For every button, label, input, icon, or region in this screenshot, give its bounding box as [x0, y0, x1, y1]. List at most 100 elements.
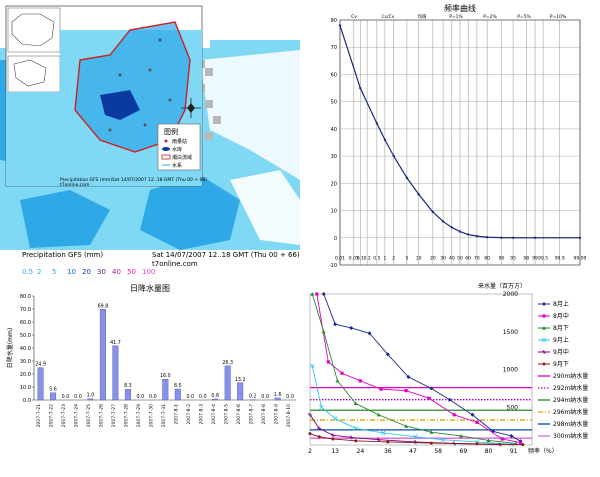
x-tick-label: 95	[510, 256, 516, 262]
bar	[274, 397, 281, 401]
inset-site: t7online.com	[60, 182, 89, 188]
bar-value-label: 0.2	[249, 394, 257, 400]
y-tick-label: 10.0	[20, 385, 31, 391]
series-marker	[447, 397, 452, 402]
x-tick-label: 2	[308, 448, 312, 455]
bar	[237, 382, 244, 401]
x-tick-label: 2007-7-28	[124, 404, 130, 427]
bar-value-label: 8.3	[124, 383, 132, 389]
series-marker	[509, 433, 514, 438]
series-marker	[459, 433, 464, 438]
frequency-point	[533, 236, 537, 239]
x-tick-label: 99	[532, 256, 538, 262]
bar-value-label: 0.0	[137, 394, 145, 400]
series-marker	[353, 426, 359, 431]
x-tick-label: 2007-7-25	[86, 404, 92, 427]
x-tick-label: 2007-7-29	[136, 404, 142, 427]
compass-icon	[181, 98, 201, 118]
scale-value: 40	[112, 268, 121, 276]
series-marker	[308, 432, 312, 436]
x-tick-label: 40	[449, 256, 455, 262]
y-axis-label: 来水量（百万方）	[478, 282, 526, 290]
series-marker	[475, 442, 479, 446]
rain-gauge-icon	[164, 139, 168, 143]
y-tick-label: 40	[331, 127, 337, 133]
y-tick-label: 20	[331, 181, 337, 187]
stats-table-header: P=10%	[550, 14, 567, 20]
bar-value-label: 16.0	[160, 373, 171, 379]
legend-label: 298m纳水量	[553, 420, 588, 428]
series-marker	[404, 389, 408, 393]
legend-label: 9月中	[553, 348, 569, 356]
bar-value-label: 0.0	[286, 394, 294, 400]
frequency-point	[578, 236, 582, 239]
legend-item: 雨量站	[172, 138, 187, 145]
bar-value-label: 0.0	[62, 394, 70, 400]
x-tick-label: 2007-8-10	[286, 404, 292, 427]
series-marker	[542, 302, 546, 306]
x-tick-label: 2007-8-3	[198, 404, 204, 425]
series-marker	[491, 429, 496, 434]
precipitation-map: 图例 雨量站 水库 潮白流域 水系 Precipitation GFS (mm)…	[0, 0, 300, 280]
series-marker	[317, 435, 321, 439]
bar-value-label: 13.2	[235, 377, 246, 383]
x-tick-label: 2007-8-9	[273, 404, 279, 425]
frequency-point	[431, 210, 435, 214]
x-tick-label: 10	[416, 256, 422, 262]
frequency-point	[375, 122, 379, 125]
stats-table-header: 均值	[418, 13, 427, 20]
series-marker	[542, 314, 546, 318]
series-marker	[404, 424, 409, 428]
precip-scale: 0.5 2 5 10 20 30 40 50 100	[22, 268, 155, 276]
legend-label: 296m纳水量	[553, 408, 588, 416]
bar	[112, 345, 119, 401]
bar-value-label: 0.0	[261, 394, 269, 400]
x-tick-label: 2007-7-31	[161, 404, 167, 427]
x-tick-label: 0.5	[373, 256, 380, 262]
x-tick-label: 36	[384, 448, 392, 455]
stats-table-header: Cs/Cv	[382, 14, 395, 20]
frequency-point	[392, 154, 395, 158]
x-tick-label: 2007-8-2	[186, 404, 192, 425]
x-tick-label: 58	[434, 448, 442, 455]
legend-label: 300m纳水量	[553, 432, 588, 440]
series-marker	[326, 360, 330, 364]
x-tick-label: 2007-8-1	[173, 404, 179, 425]
frequency-point	[450, 226, 454, 229]
x-tick-label: 69	[460, 448, 468, 455]
frequency-point	[417, 193, 420, 196]
x-tick-label: 60	[465, 256, 471, 262]
x-tick-label: 99.9	[555, 256, 565, 262]
frequency-point	[383, 138, 387, 141]
x-tick-label: 2007-7-27	[111, 404, 117, 427]
series-marker	[367, 331, 372, 336]
series-marker	[358, 379, 362, 383]
frequency-point	[359, 86, 362, 90]
x-tick-label: 2007-8-6	[236, 404, 242, 425]
x-tick-label: 91	[510, 448, 518, 455]
y-tick-label: 50.0	[20, 333, 31, 339]
scale-value: 50	[127, 268, 136, 276]
series-marker	[349, 325, 354, 330]
x-tick-label: 90	[498, 256, 504, 262]
series-marker	[349, 435, 354, 440]
bar	[50, 392, 57, 401]
x-tick-label: 30	[440, 256, 446, 262]
bar-value-label: 41.7	[110, 340, 121, 346]
x-tick-label: 0.05	[349, 256, 359, 262]
series-marker	[427, 396, 431, 400]
series-marker	[452, 413, 456, 417]
x-tick-label: 13	[331, 448, 339, 455]
x-tick-label: 98	[523, 256, 529, 262]
bar-value-label: 1.0	[87, 393, 95, 399]
legend-item: 水库	[172, 146, 182, 153]
y-tick-label: 40.0	[20, 346, 31, 352]
series-marker	[310, 292, 315, 296]
stats-table-header: P=2%	[483, 14, 497, 20]
series-marker	[518, 441, 523, 445]
series-marker	[321, 292, 326, 296]
x-tick-label: 50	[457, 256, 463, 262]
bar-value-label: 0.0	[186, 394, 194, 400]
y-tick-label: 1000	[503, 367, 518, 374]
